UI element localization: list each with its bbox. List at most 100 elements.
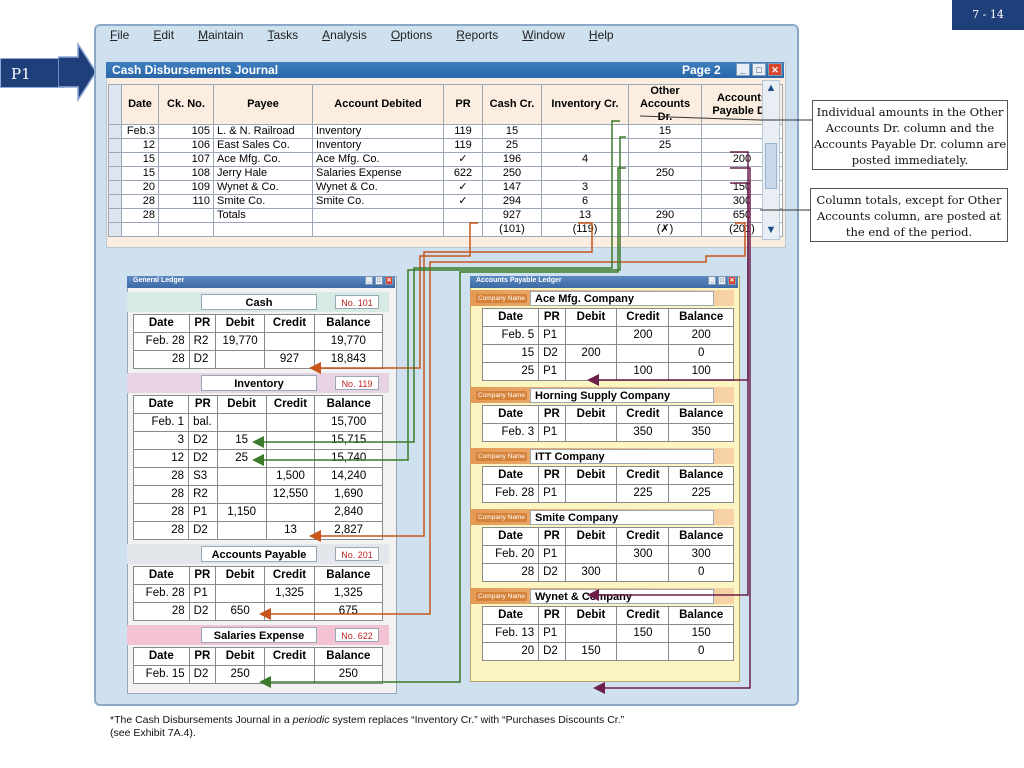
gl-cell: 675 (313, 602, 384, 621)
ap-header: Credit (616, 527, 670, 546)
cdj-cell: 927 (482, 208, 542, 223)
gl-account-band: Cash No. 101 (127, 292, 389, 312)
cdj-cell: 15 (121, 152, 159, 167)
gl-account-table: Date PR Debit Credit Balance Feb. 28 R2 19,770 1… (133, 314, 384, 369)
gl-cell: 19,770 (313, 332, 384, 351)
cdj-cell: 13 (541, 208, 629, 223)
gl-cell: D2 (188, 449, 218, 468)
ap-cell: 150 (616, 624, 670, 643)
row-header[interactable] (108, 124, 122, 139)
menu-reports[interactable]: Reports (456, 28, 499, 42)
close-icon[interactable]: ✕ (728, 276, 736, 285)
cdj-cell: Totals (213, 208, 313, 223)
maximize-icon[interactable]: □ (718, 276, 726, 285)
menu-edit[interactable]: Edit (153, 28, 175, 42)
ap-header: Debit (564, 405, 618, 424)
close-icon[interactable]: ✕ (385, 276, 393, 285)
menu-analysis[interactable]: Analysis (322, 28, 367, 42)
cdj-header: Ck. No. (158, 84, 214, 125)
menu-maintain[interactable]: Maintain (198, 28, 244, 42)
gl-account-name: Accounts Payable (201, 546, 317, 562)
close-icon[interactable]: ✕ (768, 63, 782, 76)
row-header[interactable] (108, 166, 122, 181)
menu-window[interactable]: Window (522, 28, 565, 42)
ap-company-name: Wynet & Company (530, 589, 714, 604)
ap-cell: P1 (538, 484, 566, 503)
menu-tasks[interactable]: Tasks (267, 28, 299, 42)
row-header[interactable] (108, 194, 122, 209)
gl-cell (264, 332, 315, 351)
row-header[interactable] (108, 222, 122, 237)
row-header[interactable] (108, 208, 122, 223)
ap-cell: 100 (668, 362, 734, 381)
ap-cell: P1 (538, 423, 566, 442)
table-row: 12 106 East Sales Co. Inventory 119 25 25 (108, 138, 783, 153)
gl-cell: 15,740 (314, 449, 383, 468)
gl-cell: 1,690 (314, 485, 383, 504)
scroll-down-icon[interactable]: ▼ (765, 224, 777, 236)
ap-cell: Feb. 3 (481, 423, 540, 442)
gl-account-band: Inventory No. 119 (127, 373, 389, 393)
minimize-icon[interactable]: _ (365, 276, 373, 285)
ap-cell: 15 (481, 344, 540, 363)
cdj-cell: Salaries Expense (312, 166, 444, 181)
row-header[interactable] (108, 180, 122, 195)
gl-header: Debit (214, 314, 266, 333)
cdj-cell: 110 (158, 194, 214, 209)
gl-cell: 14,240 (314, 467, 383, 486)
ap-cell: 200 (668, 326, 734, 345)
gl-cell: Feb. 15 (133, 665, 190, 684)
gl-cell: 15,715 (314, 431, 383, 450)
ap-company-name: Horning Supply Company (530, 388, 714, 403)
menu-file[interactable]: File (110, 28, 130, 42)
row-header[interactable] (108, 152, 122, 167)
gl-header: Date (133, 314, 190, 333)
ap-company-name: Ace Mfg. Company (530, 291, 714, 306)
cdj-cell: 4 (541, 152, 629, 167)
ap-cell: 350 (616, 423, 670, 442)
ap-ledger-title-bar: Accounts Payable Ledger _ □ ✕ (470, 276, 738, 288)
cdj-scroll-thumb[interactable] (765, 143, 777, 189)
cdj-cell (541, 124, 629, 139)
cdj-cell: 25 (482, 138, 542, 153)
minimize-icon[interactable]: _ (708, 276, 716, 285)
ap-header: PR (538, 606, 566, 625)
ap-cell: 300 (668, 545, 734, 564)
maximize-icon[interactable]: □ (752, 63, 766, 76)
cdj-cell: Ace Mfg. Co. (213, 152, 313, 167)
arrow-right-icon (58, 42, 97, 102)
gl-header: PR (188, 395, 218, 414)
maximize-icon[interactable]: □ (375, 276, 383, 285)
table-row: 28 Totals 927 13 290 650 (108, 208, 783, 223)
gl-cell: Feb. 1 (132, 413, 190, 432)
cdj-cell (121, 222, 159, 237)
ap-cell: 25 (481, 362, 540, 381)
ap-company-table: Date PR Debit Credit Balance Feb. 20 P1 300 300 2… (481, 527, 734, 582)
cdj-cell: 290 (628, 208, 702, 223)
ap-cell: 300 (616, 545, 670, 564)
menu-options[interactable]: Options (390, 28, 433, 42)
scroll-up-icon[interactable]: ▲ (765, 82, 777, 94)
cdj-cell: East Sales Co. (213, 138, 313, 153)
cdj-cell: ✓ (443, 194, 483, 209)
table-row: 20 D2 150 0 (481, 642, 734, 661)
gl-cell: Feb. 28 (133, 584, 190, 603)
cdj-cell: Wynet & Co. (213, 180, 313, 195)
general-ledger-title-bar: General Ledger _ □ ✕ (127, 276, 395, 288)
menu-help[interactable]: Help (588, 28, 614, 42)
ap-cell: 28 (481, 563, 540, 582)
company-name-label: Company Name (476, 452, 527, 461)
gl-cell (265, 449, 316, 468)
gl-header: Balance (313, 566, 384, 585)
ap-cell (564, 326, 618, 345)
gl-cell: 28 (132, 485, 190, 504)
cdj-cell: 250 (482, 166, 542, 181)
gl-cell (264, 665, 315, 684)
minimize-icon[interactable]: _ (736, 63, 750, 76)
row-header[interactable] (108, 138, 122, 153)
company-name-label: Company Name (476, 294, 527, 303)
ap-header: Balance (668, 606, 734, 625)
cdj-cell (443, 222, 483, 237)
cdj-header: Inventory Cr. (541, 84, 629, 125)
cdj-cell: L. & N. Railroad (213, 124, 313, 139)
